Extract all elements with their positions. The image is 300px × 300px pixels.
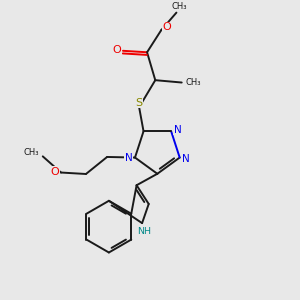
Text: S: S: [135, 98, 142, 108]
Text: O: O: [162, 22, 171, 32]
Text: O: O: [113, 45, 122, 55]
Text: N: N: [182, 154, 190, 164]
Text: CH₃: CH₃: [185, 78, 201, 87]
Text: CH₃: CH₃: [171, 2, 187, 11]
Text: N: N: [174, 125, 182, 135]
Text: NH: NH: [137, 227, 152, 236]
Text: O: O: [51, 167, 59, 177]
Text: CH₃: CH₃: [24, 148, 39, 157]
Text: N: N: [125, 152, 132, 163]
